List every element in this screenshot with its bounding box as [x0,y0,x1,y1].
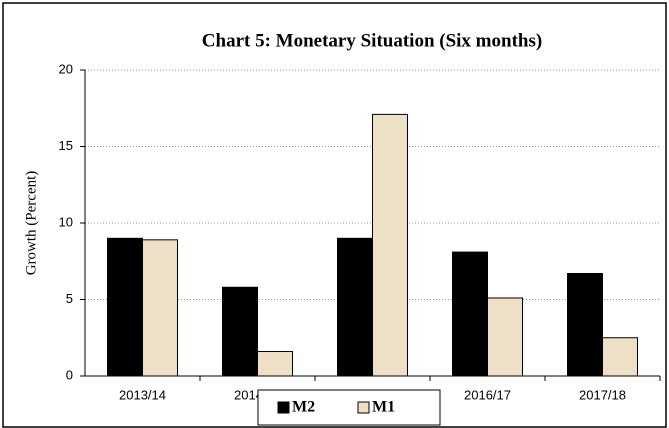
legend: M2 M1 [257,389,441,426]
x-tick-label: 2016/17 [464,387,511,402]
x-tick-label: 2017/18 [579,387,626,402]
y-tick-label: 5 [66,291,73,306]
y-tick-label: 15 [59,138,73,153]
bar [452,251,488,377]
y-axis-label: Growth (Percent) [23,171,39,276]
legend-label: M2 [292,399,315,416]
bar [142,239,178,377]
y-tick-label: 20 [59,61,73,76]
legend-swatch [357,401,370,414]
bar [487,297,523,377]
x-tick-label: 2013/14 [119,387,166,402]
bar [107,237,143,377]
plot-area: 051015202013/142014/152015/162016/172017… [59,61,661,402]
legend-label: M1 [372,399,395,416]
y-tick-label: 10 [59,214,73,229]
bar [337,237,373,377]
y-tick-label: 0 [66,367,73,382]
legend-swatch [277,401,290,414]
bar [257,351,293,377]
bar [222,286,258,377]
bar [602,337,638,377]
bar [372,113,408,377]
bar [567,272,603,377]
chart-title: Chart 5: Monetary Situation (Six months) [202,30,542,51]
